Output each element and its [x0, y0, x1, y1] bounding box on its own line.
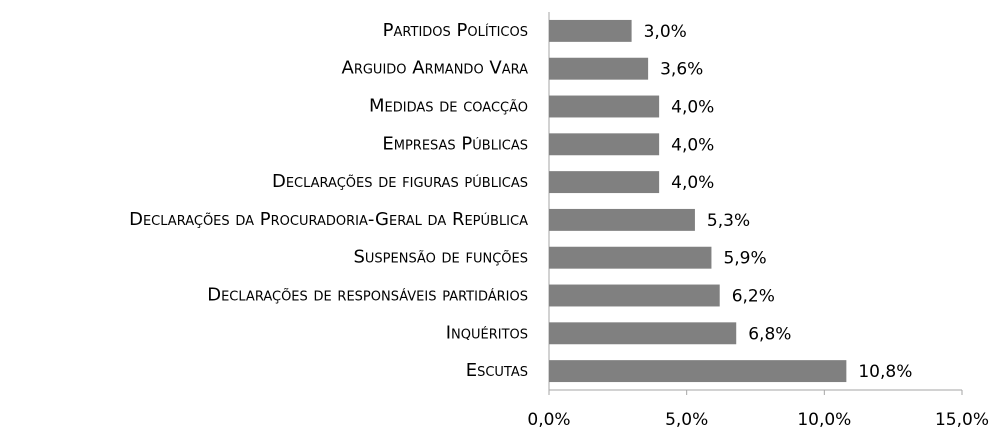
bar	[549, 246, 712, 269]
value-label: 3,0%	[644, 22, 687, 42]
value-label: 5,3%	[707, 211, 750, 231]
x-tick-label: 5,0%	[665, 410, 708, 430]
x-tick-label: 10,0%	[797, 410, 851, 430]
x-tick-label: 0,0%	[527, 410, 570, 430]
value-label: 4,0%	[671, 173, 714, 193]
y-tick-label: Declarações da Procuradoria-Geral da Rep…	[129, 209, 528, 230]
bar	[549, 57, 649, 80]
bar	[549, 360, 847, 383]
bar	[549, 322, 737, 345]
value-label: 4,0%	[671, 135, 714, 155]
y-tick-label: Inquéritos	[446, 322, 528, 343]
value-label: 3,6%	[660, 60, 703, 80]
y-tick-label: Declarações de responsáveis partidários	[207, 285, 528, 306]
value-label: 6,2%	[732, 287, 775, 307]
y-tick-label: Empresas Públicas	[382, 133, 528, 154]
y-tick-label: Arguido Armando Vara	[342, 58, 529, 79]
bar	[549, 171, 660, 194]
y-tick-label: Medidas de coacção	[369, 96, 528, 117]
bar	[549, 208, 695, 231]
x-tick-label: 15,0%	[935, 410, 989, 430]
y-tick-label: Suspensão de funções	[353, 247, 528, 268]
value-label: 6,8%	[748, 324, 791, 344]
bar	[549, 284, 720, 307]
y-tick-label: Escutas	[466, 360, 528, 381]
bar	[549, 19, 632, 42]
bar	[549, 95, 660, 118]
y-tick-label: Declarações de figuras públicas	[272, 171, 528, 192]
value-label: 10,8%	[858, 362, 912, 382]
value-label: 5,9%	[723, 249, 766, 269]
value-label: 4,0%	[671, 98, 714, 118]
bar	[549, 133, 660, 156]
y-tick-label: Partidos Políticos	[383, 20, 528, 41]
